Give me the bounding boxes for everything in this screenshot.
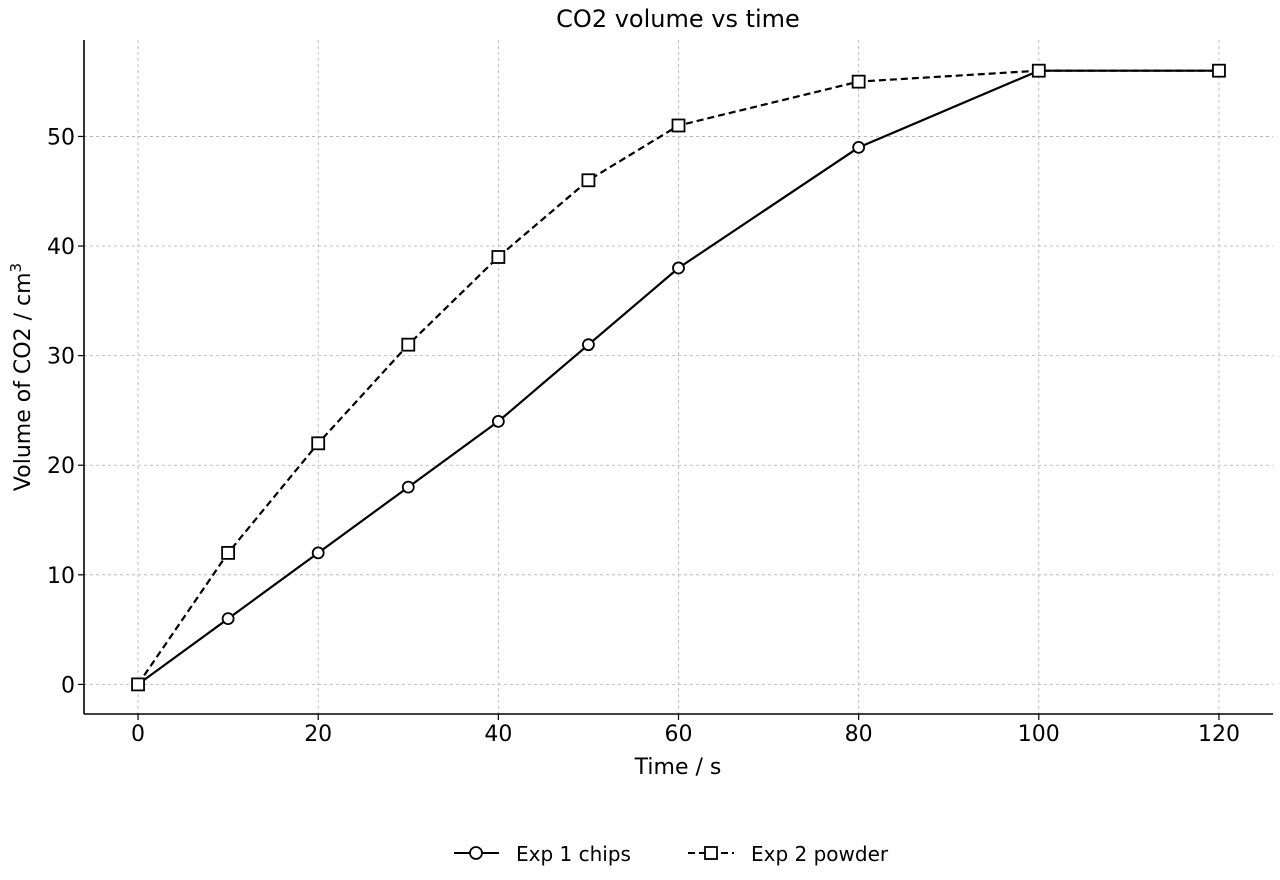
x-tick-label: 60 <box>665 722 693 747</box>
data-point <box>131 677 145 692</box>
grid <box>84 40 1273 714</box>
legend-label-exp1: Exp 1 chips <box>516 842 631 866</box>
data-point <box>582 338 595 352</box>
series-line <box>137 69 1219 686</box>
y-tick-label: 40 <box>47 235 75 260</box>
data-point <box>491 414 505 428</box>
y-tick-label: 20 <box>47 454 75 479</box>
series-2 <box>131 63 1226 692</box>
data-point <box>851 74 866 89</box>
legend: Exp 1 chips Exp 2 powder <box>454 842 889 866</box>
data-point <box>491 250 506 264</box>
data-point <box>672 261 685 275</box>
legend-label-exp2: Exp 2 powder <box>751 842 889 866</box>
y-axis-label-superscript: 3 <box>7 263 25 273</box>
data-point <box>401 337 416 352</box>
tick-labels: 0 20 40 60 80 100 120 0 10 20 30 40 50 <box>47 125 1240 747</box>
data-point <box>581 173 596 188</box>
data-point <box>311 436 326 451</box>
x-tick-label: 20 <box>304 722 332 747</box>
data-point <box>401 480 415 494</box>
x-tick-label: 80 <box>845 722 873 747</box>
data-point <box>221 545 236 560</box>
y-tick-label: 10 <box>47 564 75 589</box>
data-point <box>311 546 325 560</box>
data-point <box>671 118 686 133</box>
y-axis-label: Volume of CO2 / cm3 <box>7 263 36 491</box>
x-tick-label: 40 <box>484 722 512 747</box>
data-point <box>1031 63 1046 78</box>
series <box>131 63 1226 692</box>
x-tick-label: 100 <box>1018 722 1060 747</box>
x-axis-label: Time / s <box>634 755 722 780</box>
series-line <box>137 69 1219 686</box>
y-axis-label-text: Volume of CO2 / cm <box>11 272 36 491</box>
data-point <box>852 141 866 154</box>
data-point <box>1212 63 1226 78</box>
y-tick-label: 50 <box>47 125 75 150</box>
legend-marker-exp1 <box>469 846 483 860</box>
legend-marker-exp2 <box>704 846 718 860</box>
x-tick-label: 120 <box>1198 722 1240 747</box>
y-tick-label: 30 <box>47 345 75 370</box>
data-point <box>221 612 235 626</box>
y-tick-label: 0 <box>61 673 75 698</box>
chart-title: CO2 volume vs time <box>556 5 800 33</box>
x-tick-label: 0 <box>131 722 145 747</box>
